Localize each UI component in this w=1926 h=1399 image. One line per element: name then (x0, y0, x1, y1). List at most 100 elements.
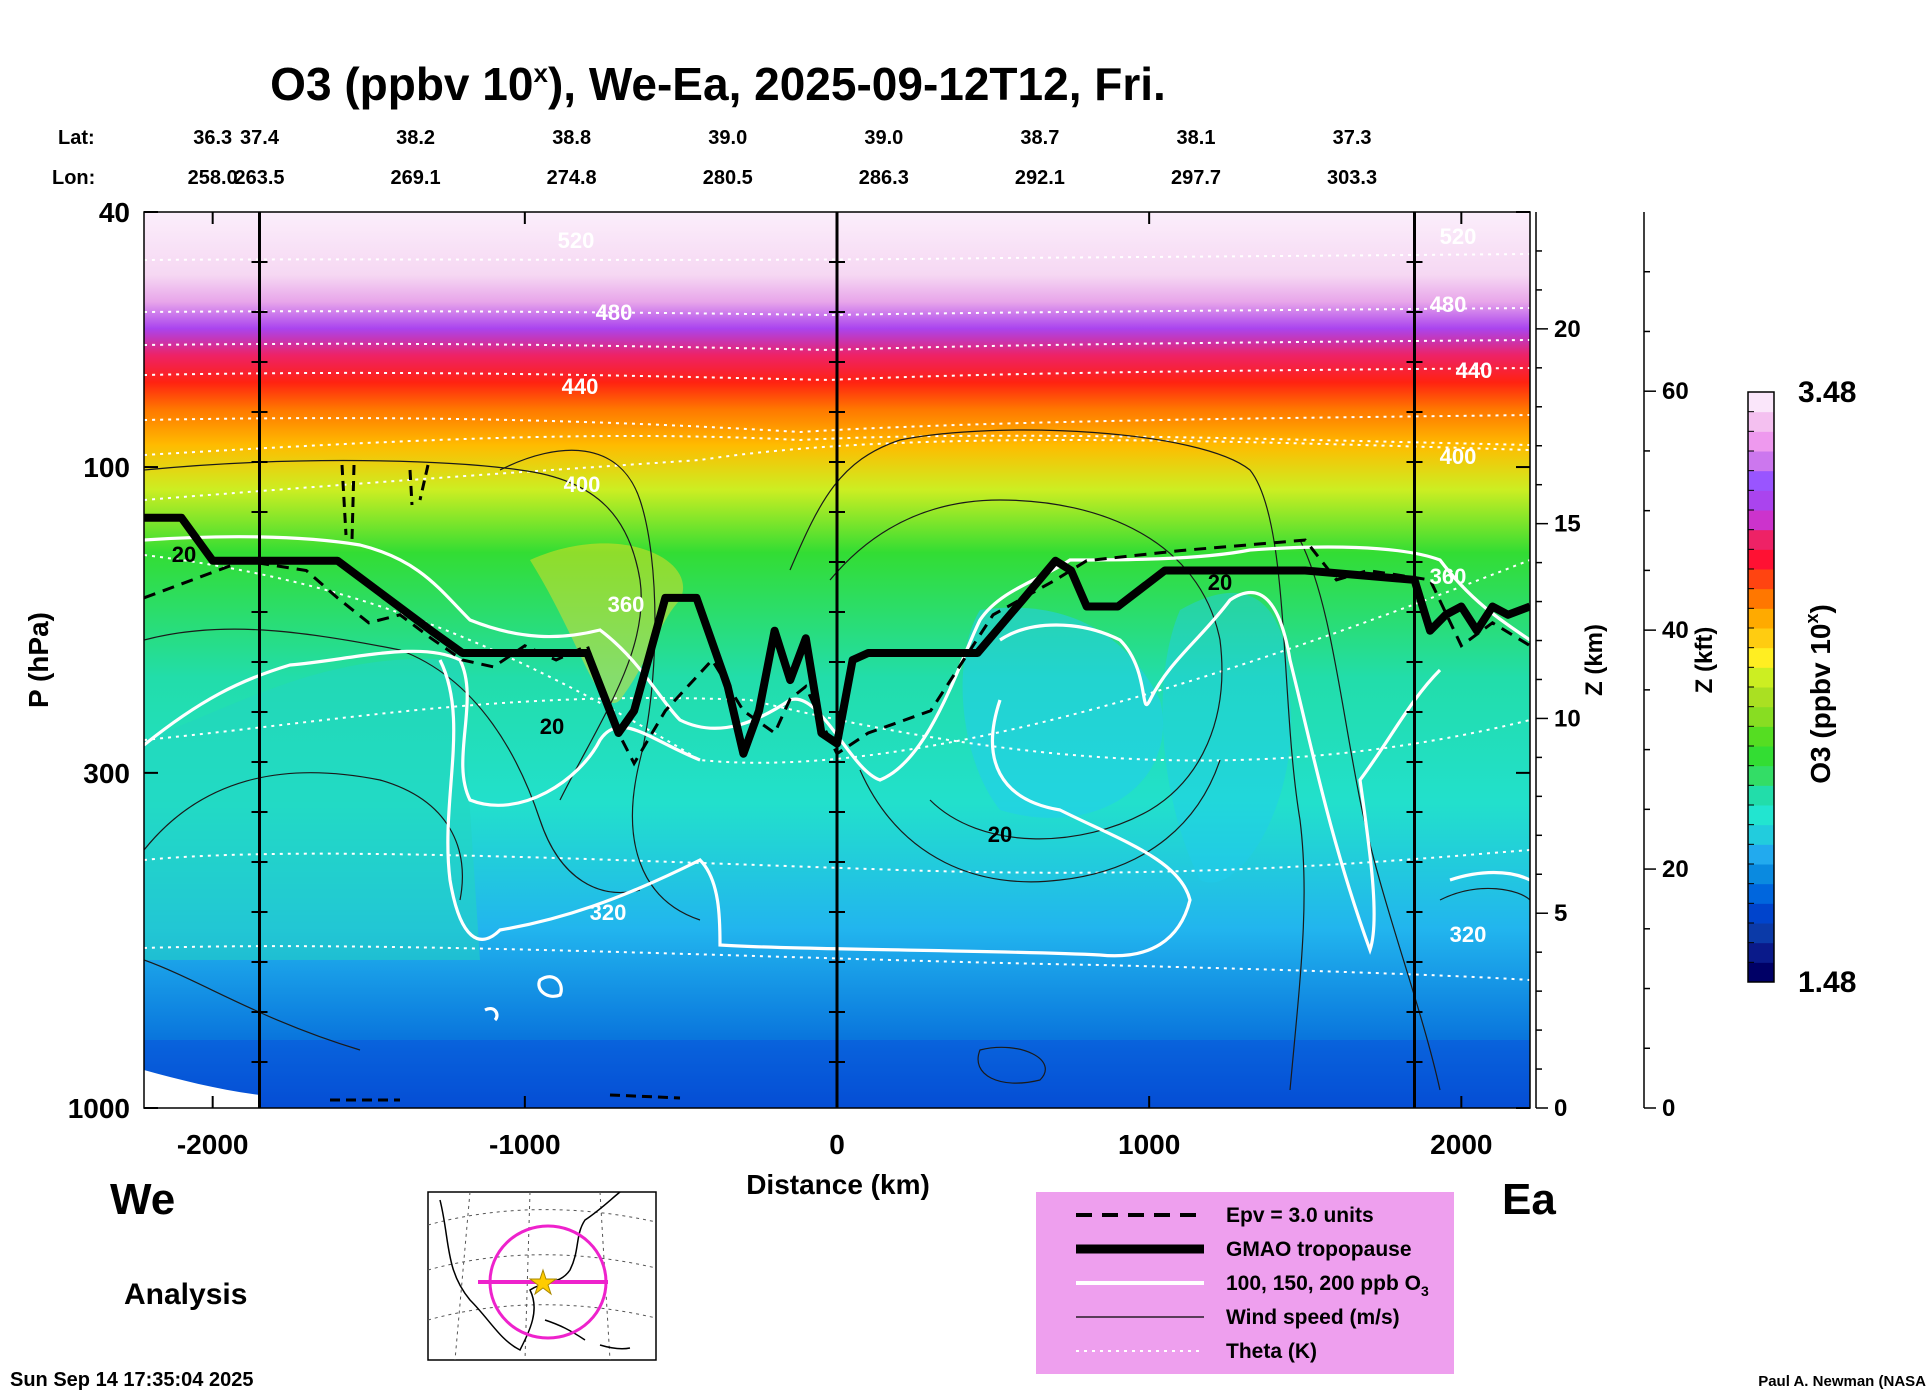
colorbar-swatch (1748, 942, 1774, 963)
y-tick-label: 300 (83, 758, 130, 789)
colorbar-min-label: 1.48 (1798, 966, 1856, 999)
colorbar-swatch (1748, 608, 1774, 629)
x-axis-label: Distance (km) (746, 1169, 930, 1200)
z-kft-tick-label: 60 (1662, 378, 1689, 405)
ozone-contour-line (438, 659, 1192, 958)
chart-title: O3 (ppbv 10x), We-Ea, 2025-09-12T12, Fri… (270, 58, 1166, 110)
y-axis-label: P (hPa) (23, 612, 54, 708)
theta-contour-label: 520 (558, 228, 595, 253)
wind-contour-label: 20 (540, 714, 564, 739)
lon-value: 269.1 (391, 167, 441, 189)
colorbar-swatch (1748, 510, 1774, 531)
z-km-tick-label: 10 (1554, 705, 1581, 732)
colorbar-swatch (1748, 392, 1774, 413)
colorbar-swatch (1748, 470, 1774, 491)
legend-item-label: Epv = 3.0 units (1226, 1204, 1374, 1227)
colorbar-swatch (1748, 903, 1774, 924)
z-km-tick-label: 5 (1554, 900, 1567, 927)
colorbar-swatch (1748, 765, 1774, 786)
wind-line (1439, 887, 1530, 901)
colorbar-swatch (1748, 549, 1774, 570)
lon-value: 286.3 (859, 167, 909, 189)
ozone-intrusion (530, 543, 684, 704)
theta-contour-label: 360 (1430, 564, 1467, 589)
wind-line (859, 759, 1221, 883)
colorbar-swatch (1748, 746, 1774, 767)
x-tick-label: 1000 (1118, 1129, 1180, 1160)
wind-line (144, 772, 463, 901)
theta-contours (144, 253, 1530, 981)
plot-area: 320 320 360 360 400 400 440 440 480 480 520 520 20 20… (144, 212, 1530, 1108)
theta-line (144, 945, 1530, 981)
colorbar-swatch (1748, 805, 1774, 826)
inset-map-center-star-icon (528, 1268, 558, 1296)
y-tick-label: 40 (99, 197, 130, 228)
tropopause-line (144, 513, 1530, 758)
lat-value: 39.0 (708, 127, 747, 149)
y-tick-label: 100 (83, 452, 130, 483)
wind-line (977, 1046, 1046, 1084)
lon-value: 280.5 (703, 167, 753, 189)
region-left-label: We (110, 1175, 175, 1224)
epv-fragments (330, 464, 681, 1102)
theta-contour-label: 320 (590, 900, 627, 925)
theta-contour-label: 440 (1456, 358, 1493, 383)
lon-value: 297.7 (1171, 167, 1221, 189)
lat-value: 38.2 (396, 127, 435, 149)
theta-contour-label: 360 (608, 592, 645, 617)
terrain-mask (144, 1070, 260, 1108)
colorbar-swatch (1748, 824, 1774, 845)
z-kft-tick-label: 40 (1662, 617, 1689, 644)
wind-line (1299, 539, 1441, 1091)
wind-line (829, 499, 1223, 840)
theta-contour-label: 440 (562, 374, 599, 399)
lon-value: 292.1 (1015, 167, 1065, 189)
colorbar-swatch (1748, 962, 1774, 983)
theta-line (144, 434, 1530, 456)
wind-contour-label: 20 (172, 542, 196, 567)
theta-contour-label: 480 (596, 300, 633, 325)
colorbar-swatch (1748, 529, 1774, 550)
location-markers (251, 212, 1423, 1108)
lon-value: 263.5 (234, 167, 284, 189)
colorbar-swatch (1748, 451, 1774, 472)
lat-value: 37.3 (1333, 127, 1372, 149)
inset-map-graticule (427, 1191, 657, 1361)
lat-value: 39.0 (864, 127, 903, 149)
colorbar-swatch (1748, 864, 1774, 885)
ozone-contour-line (999, 590, 1442, 955)
theta-line (144, 414, 1530, 434)
x-tick-label: -2000 (177, 1129, 249, 1160)
z-km-axis-label: Z (km) (1581, 624, 1608, 696)
z-km-axis: 0 5 10 15 20 (1535, 212, 1581, 1122)
z-kft-axis: 0 20 40 60 (1643, 212, 1689, 1122)
wind-contour-label: 20 (1208, 570, 1232, 595)
legend-item-label: GMAO tropopause (1226, 1238, 1412, 1261)
colorbar-swatch (1748, 785, 1774, 806)
region-right-label: Ea (1502, 1175, 1556, 1224)
lon-value: 258.0 (188, 167, 238, 189)
wind-line (144, 959, 361, 1051)
x-axis: -2000 -1000 0 1000 2000 (177, 212, 1492, 1160)
colorbar-swatch (1748, 883, 1774, 904)
colorbar (1747, 391, 1775, 983)
colorbar-swatch (1748, 431, 1774, 452)
y-axis: 40 100 300 1000 (68, 197, 1530, 1124)
wind-contour-label: 20 (988, 822, 1012, 847)
legend: Epv = 3.0 units GMAO tropopause 100, 150, … (1036, 1192, 1454, 1374)
colorbar-swatch (1748, 726, 1774, 747)
ozone-contour-line (144, 649, 701, 807)
lat-value: 38.8 (552, 127, 591, 149)
colorbar-swatch (1748, 667, 1774, 688)
z-kft-tick-label: 20 (1662, 856, 1689, 883)
credit: Paul A. Newman (NASA (1758, 1373, 1926, 1390)
colorbar-swatch (1748, 628, 1774, 649)
colorbar-swatch (1748, 588, 1774, 609)
wind-line (789, 429, 1305, 1091)
lat-value: 38.1 (1177, 127, 1216, 149)
colorbar-swatch (1748, 647, 1774, 668)
colorbar-swatch (1748, 923, 1774, 944)
lat-value: 38.7 (1020, 127, 1059, 149)
